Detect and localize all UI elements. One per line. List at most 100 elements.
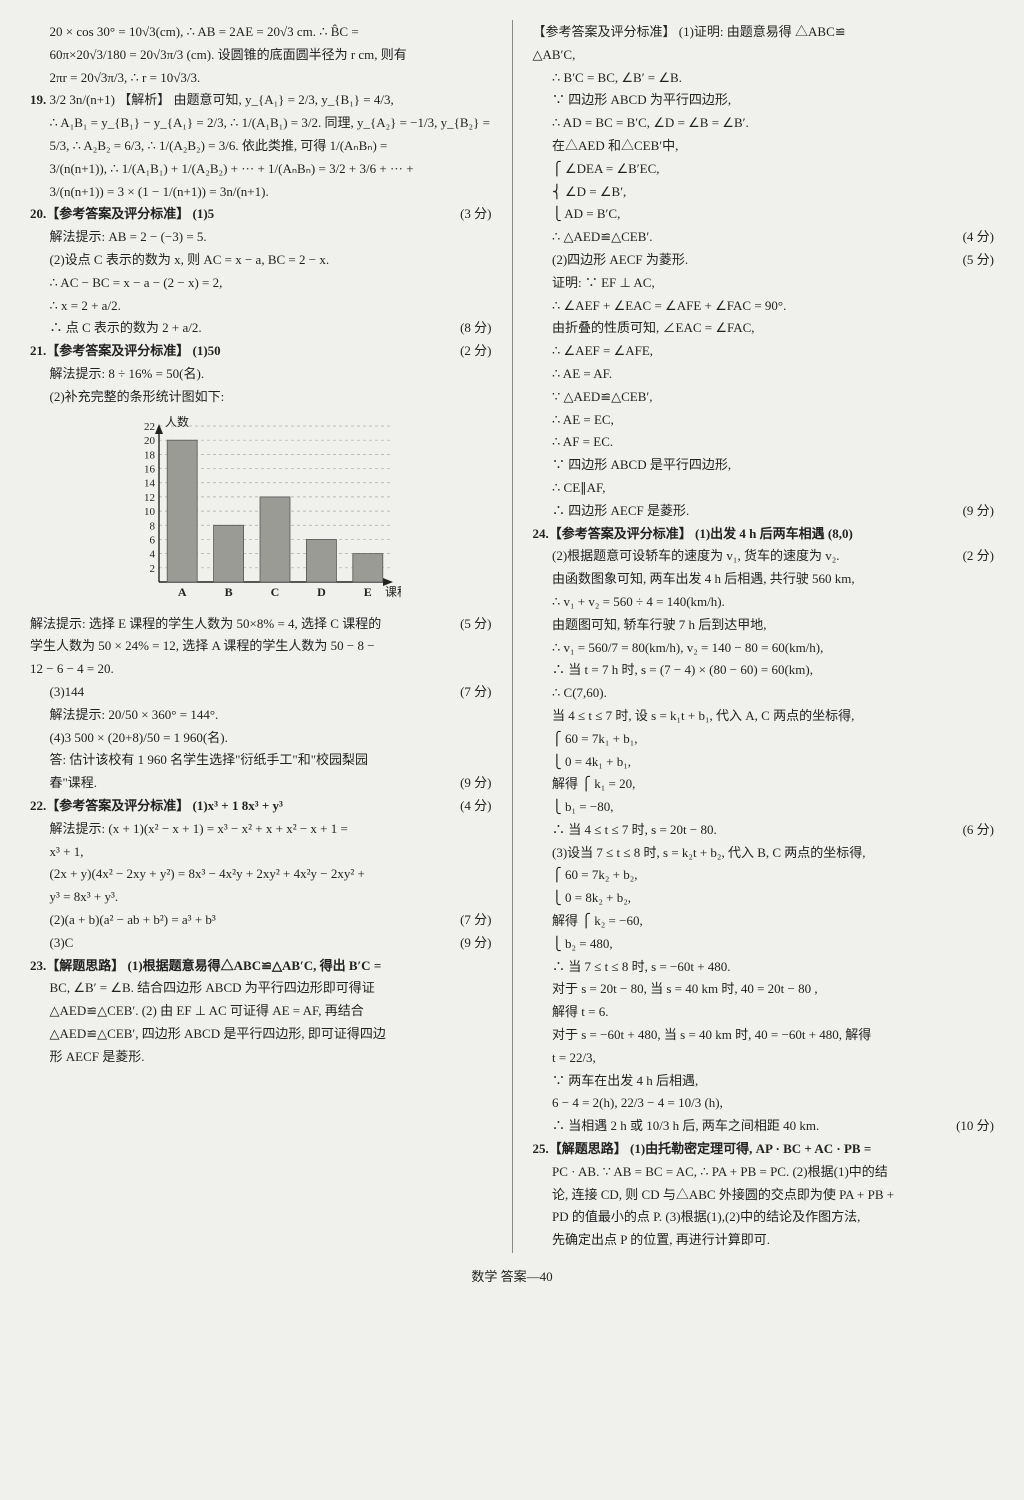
text: 3/2 3n/(n+1) <box>50 92 115 107</box>
score: (6 分) <box>943 820 994 841</box>
text: ⎧ k₁ = 20, <box>581 776 635 791</box>
q21: 21.【参考答案及评分标准】 (1)50 (2 分) <box>30 341 492 362</box>
text: 解得 ⎧ k₂ = −60, <box>533 911 995 932</box>
text: (2)(a + b)(a² − ab + b²) = a³ + b³ (7 分) <box>30 910 492 931</box>
text: ∴ 当相遇 2 h 或 10/3 h 后, 两车之间相距 40 km. <box>552 1118 819 1133</box>
svg-text:4: 4 <box>149 548 155 560</box>
text: 对于 s = 20t − 80, 当 s = 40 km 时, 40 = 20t… <box>533 979 995 1000</box>
text: (2)四边形 AECF 为菱形. <box>552 252 688 267</box>
text: (3)设当 7 ≤ t ≤ 8 时, s = k₂t + b₂, 代入 B, C… <box>533 843 995 864</box>
score: (4 分) <box>943 227 994 248</box>
text: ∴ 当相遇 2 h 或 10/3 h 后, 两车之间相距 40 km. (10 … <box>533 1116 995 1137</box>
text: (4)3 500 × (20+8)/50 = 1 960(名). <box>30 728 492 749</box>
svg-text:14: 14 <box>144 477 156 489</box>
text: △AB′C, <box>533 45 995 66</box>
score: (7 分) <box>441 910 492 931</box>
score: (9 分) <box>943 501 994 522</box>
text: 5/3, ∴ A₂B₂ = 6/3, ∴ 1/(A₂B₂) = 3/6. 依此类… <box>30 136 492 157</box>
text: ∴ B′C = BC, ∠B′ = ∠B. <box>533 68 995 89</box>
text: BC, ∠B′ = ∠B. 结合四边形 ABCD 为平行四边形即可得证 <box>30 978 492 999</box>
text: 在△AED 和△CEB′中, <box>533 136 995 157</box>
page-columns: 20 × cos 30° = 10√3(cm), ∴ AB = 2AE = 20… <box>30 20 994 1253</box>
score: (10 分) <box>937 1116 994 1137</box>
svg-text:人数: 人数 <box>165 416 189 429</box>
q-num: 25.【解题思路】 (1)由托勒密定理可得, AP · BC + AC · PB… <box>533 1141 872 1156</box>
text: ∴ A₁B₁ = y_{B₁} − y_{A₁} = 2/3, ∴ 1/(A₁B… <box>30 113 492 134</box>
text: ∴ x = 2 + a/2. <box>30 296 492 317</box>
q22: 22.【参考答案及评分标准】 (1)x³ + 1 8x³ + y³ (4 分) <box>30 796 492 817</box>
score: (2 分) <box>460 341 491 362</box>
text: 解法提示: 20/50 × 360° = 144°. <box>30 705 492 726</box>
text: ⎩ 0 = 4k₁ + b₁, <box>533 752 995 773</box>
text: ⎩ AD = B′C, <box>533 204 995 225</box>
svg-text:20: 20 <box>144 435 156 447</box>
text: 学生人数为 50 × 24% = 12, 选择 A 课程的学生人数为 50 − … <box>30 636 492 657</box>
text: (2)(a + b)(a² − ab + b²) = a³ + b³ <box>50 912 216 927</box>
text: ∴ 四边形 AECF 是菱形. <box>552 503 689 518</box>
q19: 19. 3/2 3n/(n+1) 【解析】 由题意可知, y_{A₁} = 2/… <box>30 90 492 111</box>
text: ∴ AE = AF. <box>533 364 995 385</box>
text: ∵ △AED≌△CEB′, <box>533 387 995 408</box>
q24: 24.【参考答案及评分标准】 (1)出发 4 h 后两车相遇 (8,0) <box>533 524 995 545</box>
text: ⎧ k₂ = −60, <box>581 913 642 928</box>
text: 由函数图象可知, 两车出发 4 h 后相遇, 共行驶 560 km, <box>533 569 995 590</box>
right-column: 【参考答案及评分标准】 (1)证明: 由题意易得 △ABC≌ △AB′C, ∴ … <box>533 20 995 1253</box>
svg-text:22: 22 <box>144 421 155 433</box>
text: ∴ 四边形 AECF 是菱形. (9 分) <box>533 501 995 522</box>
text: (3)C <box>50 935 74 950</box>
text: ∴ ∠AEF = ∠AFE, <box>533 341 995 362</box>
q-num: 24.【参考答案及评分标准】 (1)出发 4 h 后两车相遇 (8,0) <box>533 526 853 541</box>
svg-text:12: 12 <box>144 491 155 503</box>
page-footer: 数学 答案—40 <box>30 1267 994 1288</box>
text: ⎩ b₂ = 480, <box>533 934 995 955</box>
svg-text:16: 16 <box>144 463 156 475</box>
text: ∴ AD = BC = B′C, ∠D = ∠B = ∠B′. <box>533 113 995 134</box>
text: ∴ 点 C 表示的数为 2 + a/2. (8 分) <box>30 318 492 339</box>
q25: 25.【解题思路】 (1)由托勒密定理可得, AP · BC + AC · PB… <box>533 1139 995 1160</box>
text: (2)设点 C 表示的数为 x, 则 AC = x − a, BC = 2 − … <box>30 250 492 271</box>
text: ∴ 当 4 ≤ t ≤ 7 时, s = 20t − 80. <box>552 822 717 837</box>
text: 论, 连接 CD, 则 CD 与△ABC 外接圆的交点即为使 PA + PB + <box>533 1185 995 1206</box>
text: 3/(n(n+1)) = 3 × (1 − 1/(n+1)) = 3n/(n+1… <box>30 182 492 203</box>
text: 春"课程. <box>50 775 98 790</box>
text: ∴ 点 C 表示的数为 2 + a/2. <box>50 320 202 335</box>
text: ⎧ 60 = 7k₂ + b₂, <box>533 865 995 886</box>
text: (2)根据题意可设轿车的速度为 v₁, 货车的速度为 v₂. <box>533 546 995 567</box>
text: 解法提示: 8 ÷ 16% = 50(名). <box>30 364 492 385</box>
svg-text:18: 18 <box>144 449 156 461</box>
text: ∴ △AED≌△CEB′. (4 分) <box>533 227 995 248</box>
text: PD 的值最小的点 P. (3)根据(1),(2)中的结论及作图方法, <box>533 1207 995 1228</box>
text: ∴ 当 7 ≤ t ≤ 8 时, s = −60t + 480. <box>533 957 995 978</box>
svg-text:C: C <box>270 585 279 599</box>
q23: 23.【解题思路】 (1)根据题意易得△ABC≌△AB′C, 得出 B′C = <box>30 956 492 977</box>
text: x³ + 1, <box>30 842 492 863</box>
text: 3/(n(n+1)), ∴ 1/(A₁B₁) + 1/(A₂B₂) + ··· … <box>30 159 492 180</box>
text: ∴ AF = EC. <box>533 432 995 453</box>
text: ∵ 四边形 ABCD 为平行四边形, <box>533 90 995 111</box>
text: △AED≌△CEB′. (2) 由 EF ⊥ AC 可证得 AE = AF, 再… <box>30 1001 492 1022</box>
text: 2πr = 20√3π/3, ∴ r = 10√3/3. <box>30 68 492 89</box>
text: ⎩ 0 = 8k₂ + b₂, <box>533 888 995 909</box>
text: 【解析】 由题意可知, y_{A₁} = 2/3, y_{B₁} = 4/3, <box>118 92 393 107</box>
text: ⎩ b₁ = −80, <box>533 797 995 818</box>
q-num: 19. <box>30 92 46 107</box>
text: ∴ 当 t = 7 h 时, s = (7 − 4) × (80 − 60) =… <box>533 660 995 681</box>
text: ∴ △AED≌△CEB′. <box>552 229 653 244</box>
svg-text:2: 2 <box>149 562 155 574</box>
text: 20 × cos 30° = 10√3(cm), ∴ AB = 2AE = 20… <box>30 22 492 43</box>
text: 解法提示: AB = 2 − (−3) = 5. <box>30 227 492 248</box>
text: (2)四边形 AECF 为菱形. (5 分) <box>533 250 995 271</box>
text: (3)144 <box>50 684 85 699</box>
text: (2)补充完整的条形统计图如下: <box>30 387 492 408</box>
score: (8 分) <box>441 318 492 339</box>
text: 形 AECF 是菱形. <box>30 1047 492 1068</box>
text: 春"课程. (9 分) <box>30 773 492 794</box>
text: 证明: ∵ EF ⊥ AC, <box>533 273 995 294</box>
text: PC · AB. ∵ AB = BC = AC, ∴ PA + PB = PC.… <box>533 1162 995 1183</box>
text: 解法提示: 选择 E 课程的学生人数为 50×8% = 4, 选择 C 课程的 <box>30 614 492 635</box>
text: 【参考答案及评分标准】 (1)证明: 由题意易得 △ABC≌ <box>533 22 995 43</box>
svg-text:10: 10 <box>144 506 156 518</box>
text: 解法提示: (x + 1)(x² − x + 1) = x³ − x² + x … <box>30 819 492 840</box>
text: 先确定出点 P 的位置, 再进行计算即可. <box>533 1230 995 1251</box>
text: ⎧ 60 = 7k₁ + b₁, <box>533 729 995 750</box>
